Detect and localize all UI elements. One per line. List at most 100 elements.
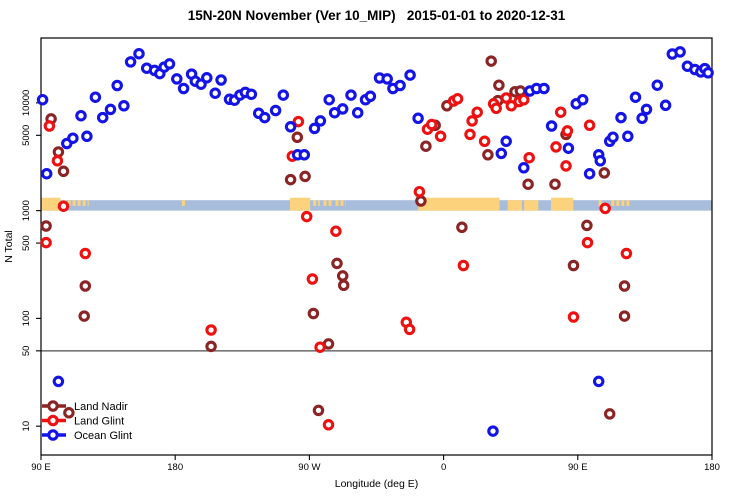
data-point-ocean_glint — [258, 111, 271, 124]
data-point-ocean_glint — [345, 89, 357, 101]
data-point-land_nadir — [336, 270, 349, 282]
data-point-ocean_glint — [89, 91, 102, 103]
data-point-land_nadir — [312, 404, 325, 417]
map-band-land-speck — [626, 200, 630, 206]
data-point-land_glint — [518, 93, 530, 106]
data-point-ocean_glint — [323, 93, 335, 106]
data-point-ocean_glint — [163, 58, 176, 70]
data-point-land_glint — [471, 106, 483, 118]
data-point-ocean_glint — [75, 109, 87, 122]
data-point-ocean_glint — [177, 82, 190, 95]
map-band-land — [507, 200, 522, 211]
data-point-land_nadir — [482, 149, 494, 161]
data-point-ocean_glint — [674, 46, 686, 58]
data-point-land_glint — [457, 259, 470, 272]
data-point-land_nadir — [205, 340, 217, 353]
data-point-land_nadir — [618, 280, 631, 292]
data-point-ocean_glint — [594, 155, 607, 167]
data-point-ocean_glint — [576, 93, 589, 106]
data-point-land_nadir — [415, 195, 427, 207]
y-tick-label: 5000 — [21, 125, 32, 146]
data-point-ocean_glint — [269, 104, 282, 117]
map-band-land — [41, 197, 61, 211]
data-point-ocean_glint — [314, 115, 327, 127]
data-point-ocean_glint — [284, 121, 297, 133]
x-tick-label: 180 — [167, 462, 183, 473]
data-point-land_nadir — [522, 178, 534, 190]
data-point-ocean_glint — [36, 93, 49, 106]
data-point-land_glint — [205, 324, 217, 336]
legend-label-land_nadir: Land Nadir — [74, 401, 128, 413]
map-band-land-speck — [328, 200, 332, 206]
data-point-land_nadir — [284, 173, 297, 186]
data-point-land_glint — [466, 115, 478, 127]
x-tick-label: 90 W — [298, 462, 320, 473]
data-point-land_nadir — [493, 79, 505, 91]
map-band-land-speck — [323, 200, 327, 206]
data-point-land_glint — [500, 92, 512, 104]
data-point-land_nadir — [57, 165, 70, 178]
chart-title: 15N-20N November (Ver 10_MIP) 2015-01-01… — [187, 8, 566, 23]
data-point-ocean_glint — [111, 79, 123, 92]
data-point-land_nadir — [307, 307, 320, 320]
map-band-land-speck — [335, 200, 339, 206]
map-band-land-speck — [87, 200, 89, 206]
data-point-ocean_glint — [404, 69, 416, 81]
data-point-land_glint — [57, 200, 70, 212]
data-point-land_glint — [43, 120, 56, 132]
map-band-land-speck — [340, 200, 344, 206]
map-band-land-speck — [621, 200, 625, 206]
data-point-land_glint — [292, 115, 305, 128]
data-point-ocean_glint — [308, 122, 321, 135]
data-point-land_glint — [413, 185, 426, 198]
map-band-land-speck — [82, 200, 86, 206]
data-point-land_glint — [51, 155, 64, 167]
data-point-land_nadir — [618, 310, 631, 322]
data-point-land_glint — [403, 323, 416, 336]
data-point-ocean_glint — [298, 149, 311, 161]
data-point-ocean_glint — [592, 375, 605, 388]
data-point-ocean_glint — [118, 100, 130, 112]
x-tick-label: 180 — [704, 462, 720, 473]
data-point-land_nadir — [78, 310, 90, 322]
data-point-land_glint — [300, 210, 313, 223]
data-point-land_glint — [322, 419, 335, 431]
data-point-ocean_glint — [336, 103, 349, 115]
map-band-land-speck — [181, 200, 185, 206]
data-point-land_glint — [561, 125, 574, 137]
map-band-land-speck — [313, 200, 317, 206]
data-point-ocean_glint — [381, 73, 393, 85]
map-band-land-speck — [611, 200, 615, 206]
y-tick-label: 10000 — [21, 90, 32, 116]
data-point-ocean_glint — [40, 167, 53, 180]
map-band-land-speck — [72, 200, 76, 206]
y-tick-label: 10 — [21, 421, 32, 432]
data-point-land_glint — [464, 128, 476, 141]
data-point-land_nadir — [581, 219, 593, 232]
data-point-land_nadir — [79, 280, 92, 292]
data-point-ocean_glint — [124, 56, 137, 68]
data-point-land_nadir — [337, 279, 350, 292]
data-point-ocean_glint — [351, 106, 364, 119]
data-point-ocean_glint — [245, 88, 258, 101]
data-point-land_glint — [40, 236, 52, 249]
map-band-land-speck — [77, 200, 81, 206]
x-tick-label: 0 — [441, 462, 446, 473]
data-point-land_glint — [314, 341, 326, 353]
map-band-land — [290, 197, 311, 211]
data-point-land_glint — [560, 160, 572, 172]
data-point-land_nadir — [549, 178, 561, 190]
data-point-ocean_glint — [562, 142, 575, 154]
data-point-ocean_glint — [640, 103, 653, 116]
data-point-land_glint — [306, 273, 319, 285]
legend-label-ocean_glint: Ocean Glint — [74, 430, 132, 442]
data-point-land_glint — [478, 135, 491, 148]
data-point-land_nadir — [598, 167, 611, 179]
data-point-ocean_glint — [500, 135, 512, 148]
data-point-ocean_glint — [171, 73, 183, 85]
map-band-land-speck — [616, 200, 620, 206]
data-point-land_nadir — [299, 170, 311, 183]
data-point-land_glint — [581, 236, 594, 249]
